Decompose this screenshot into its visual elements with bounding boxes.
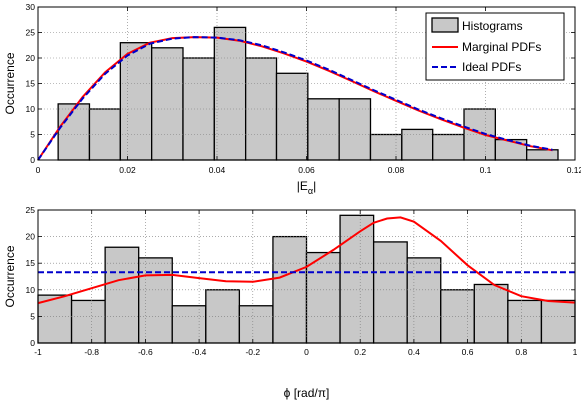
- x-tick-label: 0.2: [354, 347, 366, 357]
- legend-label-histograms: Histograms: [462, 19, 523, 33]
- histogram-bar: [171, 305, 207, 344]
- y-tick-label: 20: [26, 232, 36, 242]
- x-axis-label: ϕ [rad/π]: [284, 386, 330, 400]
- histogram-bar: [275, 72, 309, 161]
- y-tick-label: 5: [30, 130, 35, 140]
- histogram-bar: [138, 257, 173, 344]
- histogram-bar: [401, 128, 434, 161]
- x-tick-label: -0.4: [192, 347, 207, 357]
- y-tick-label: 15: [26, 79, 36, 89]
- x-axis-label: |Eα|: [297, 179, 316, 196]
- x-tick-label: -0.6: [138, 347, 153, 357]
- histogram-bar: [57, 103, 91, 161]
- x-tick-label: -0.8: [84, 347, 99, 357]
- x-tick-label: 0.02: [119, 165, 136, 175]
- histogram-bar: [70, 299, 106, 344]
- y-tick-label: 15: [26, 258, 36, 268]
- histogram-bar: [540, 299, 576, 344]
- histogram-bar: [432, 133, 465, 161]
- y-tick-label: 20: [26, 53, 36, 63]
- legend: Histograms Marginal PDFs Ideal PDFs: [425, 12, 565, 81]
- histogram-bar: [507, 299, 543, 344]
- legend-label-ideal: Ideal PDFs: [462, 60, 521, 74]
- histogram-bar: [305, 251, 341, 344]
- histogram-bar: [338, 98, 372, 161]
- histogram-bar: [272, 235, 308, 344]
- x-axis-label-end: |: [313, 179, 316, 193]
- x-tick-label: -0.2: [245, 347, 260, 357]
- histogram-bar: [372, 241, 408, 344]
- x-tick-label: 0.4: [408, 347, 420, 357]
- y-tick-label: 10: [26, 285, 36, 295]
- histogram-bar: [440, 289, 475, 344]
- x-tick-label: 1: [573, 347, 578, 357]
- y-axis-label: Occurrence: [3, 52, 17, 114]
- histogram-bar: [151, 47, 184, 161]
- legend-histogram-swatch: [431, 17, 459, 33]
- y-tick-label: 0: [30, 338, 35, 348]
- x-tick-label: 0.8: [515, 347, 527, 357]
- x-tick-label: 0.08: [388, 165, 405, 175]
- histogram-bar: [369, 133, 403, 161]
- histogram-bar: [213, 26, 247, 161]
- marginal-pdf-line: [37, 216, 576, 305]
- x-tick-label: 0.12: [567, 165, 581, 175]
- histogram-bar: [119, 42, 153, 161]
- top-histogram-panel: 0 0.02 0.04 0.06 0.08 0.1 0.12 0 5 10 15 20 25 30 Occu…: [3, 2, 581, 196]
- histogram-bar: [473, 283, 509, 344]
- y-axis-label: Occurrence: [3, 245, 17, 307]
- x-tick-label: 0.06: [298, 165, 315, 175]
- histogram-bar: [205, 289, 241, 344]
- histogram-bar: [307, 98, 340, 161]
- x-tick-label: -1: [34, 347, 42, 357]
- histogram-bar: [238, 305, 274, 344]
- histogram-bar: [406, 257, 442, 344]
- ideal-pdf-line: [37, 36, 553, 161]
- histogram-bar: [244, 57, 278, 161]
- y-tick-label: 25: [26, 205, 36, 215]
- marginal-pdf-line: [37, 36, 553, 161]
- x-tick-label: 0.1: [480, 165, 492, 175]
- x-axis-label-subscript: α: [308, 186, 313, 196]
- y-tick-label: 5: [30, 311, 35, 321]
- x-tick-label: 0: [304, 347, 309, 357]
- x-tick-label: 0: [36, 165, 41, 175]
- legend-label-marginal: Marginal PDFs: [462, 40, 541, 54]
- x-axis-label-main: |E: [297, 179, 308, 193]
- histogram-bar: [526, 149, 559, 161]
- x-tick-label: 0.6: [462, 347, 474, 357]
- histogram-bar: [104, 246, 140, 344]
- bottom-histogram-panel: -1 -0.8 -0.6 -0.4 -0.2 0 0.2 0.4 0.6 0.8 105101520…: [3, 205, 578, 400]
- y-tick-label: 25: [26, 28, 36, 38]
- y-tick-label: 0: [30, 155, 35, 165]
- x-tick-label: 0.04: [209, 165, 226, 175]
- histogram-bar: [494, 138, 528, 161]
- y-tick-label: 10: [26, 104, 36, 114]
- y-tick-label: 30: [26, 2, 36, 12]
